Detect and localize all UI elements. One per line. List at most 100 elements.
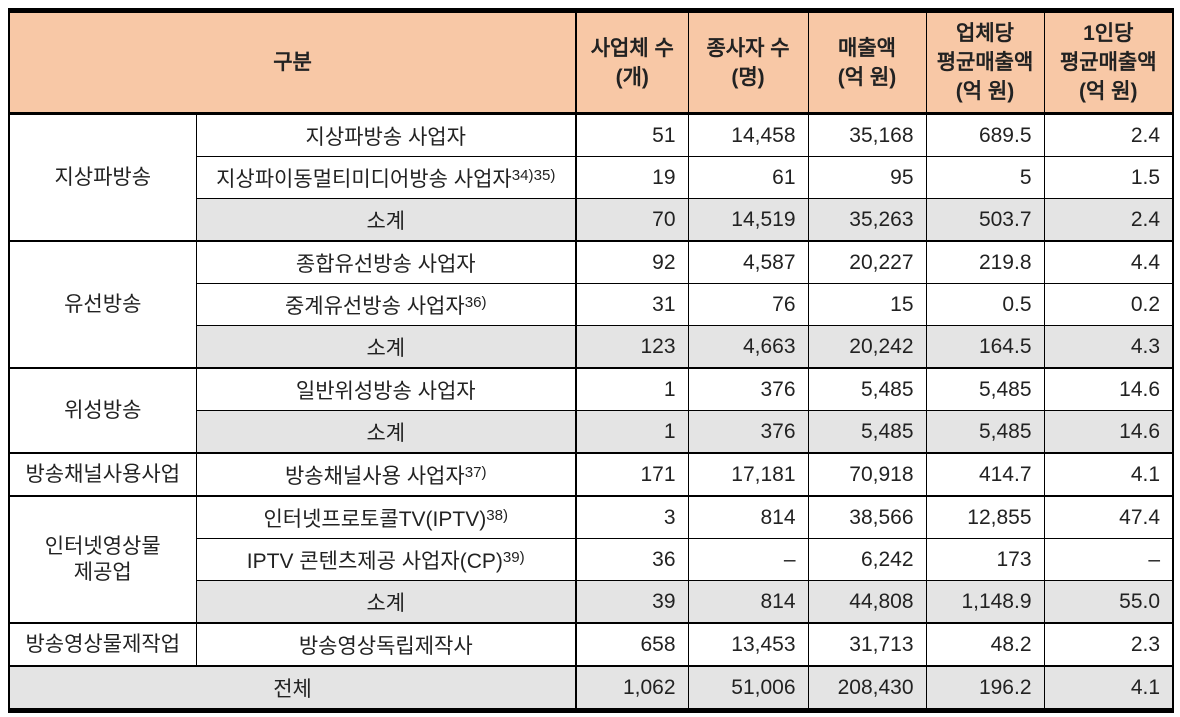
- value-cell: 503.7: [925, 198, 1045, 242]
- column-header-line: 평균매출액: [1059, 51, 1157, 74]
- value-cell: 4.1: [1043, 452, 1174, 497]
- subtotal-row: 소계 70 14,519 35,263 503.7 2.4: [9, 198, 1174, 242]
- item-label: 소계: [366, 421, 406, 445]
- group-cell: 방송영상물제작업: [8, 622, 197, 667]
- value-cell: 658: [575, 622, 689, 667]
- table-row: 유선방송 종합유선방송 사업자 92 4,587 20,227 219.8 4.4: [8, 240, 1174, 369]
- column-header-line: (명): [731, 65, 765, 89]
- value-cell: 51: [575, 112, 689, 157]
- item-label: 중계유선방송 사업자: [284, 294, 465, 318]
- item-cell: 방송영상독립제작사: [195, 622, 577, 667]
- value-cell: 4.3: [1043, 325, 1174, 369]
- item-label: IPTV 콘텐츠제공 사업자(CP): [246, 549, 503, 573]
- column-header: 매출액 (억 원): [807, 10, 927, 115]
- value-cell: 19: [575, 156, 689, 199]
- value-cell: 171: [575, 452, 689, 497]
- value-cell: 70: [575, 198, 689, 242]
- value-cell: 5,485: [925, 367, 1045, 411]
- column-header-category: 구분: [8, 10, 577, 115]
- item-cell: IPTV 콘텐츠제공 사업자(CP)39): [195, 538, 577, 581]
- item-cell: 종합유선방송 사업자: [195, 240, 577, 284]
- value-cell: 2.3: [1043, 622, 1174, 667]
- value-cell: 164.5: [925, 325, 1045, 369]
- item-cell: 중계유선방송 사업자36): [195, 283, 577, 326]
- subtotal-row: 소계 123 4,663 20,242 164.5 4.3: [9, 325, 1174, 369]
- value-cell: 814: [687, 495, 809, 539]
- value-cell: 414.7: [925, 452, 1045, 497]
- column-header-line: (억 원): [955, 80, 1015, 103]
- value-cell: 70,918: [807, 452, 927, 497]
- table-row: 지상파방송 지상파방송 사업자 51 14,458 35,168 689.5 2.4: [8, 112, 1174, 242]
- value-cell: 219.8: [925, 240, 1045, 284]
- value-cell: 1.5: [1043, 156, 1174, 199]
- value-cell: 4,663: [687, 325, 809, 369]
- group-name-line: 방송채널사용사업: [25, 462, 181, 486]
- item-label: 방송채널사용 사업자: [284, 464, 465, 488]
- table-row: 중계유선방송 사업자36) 31 76 15 0.5 0.2: [9, 283, 1174, 326]
- table-row: 방송영상물제작업 방송영상독립제작사 658 13,453 31,713 48.2 2.3: [8, 622, 1174, 667]
- column-header: 사업체 수 (개): [575, 10, 689, 115]
- value-cell: 5,485: [807, 410, 927, 454]
- value-cell: –: [1043, 538, 1174, 581]
- group-cell: 유선방송: [8, 240, 197, 369]
- table-row: IPTV 콘텐츠제공 사업자(CP)39) 36–6,242 173–: [9, 538, 1174, 581]
- column-header: 1인당 평균매출액 (억 원): [1043, 10, 1174, 115]
- value-cell: 20,242: [807, 325, 927, 369]
- value-cell: 1,148.9: [925, 580, 1045, 624]
- value-cell: 1: [575, 367, 689, 411]
- value-cell: 2.4: [1043, 198, 1174, 242]
- value-cell: 92: [575, 240, 689, 284]
- value-cell: 14,519: [687, 198, 809, 242]
- column-header: 종사자 수 (명): [687, 10, 809, 115]
- value-cell: 51,006: [687, 665, 809, 711]
- value-cell: 4.1: [1043, 665, 1174, 711]
- value-cell: 814: [687, 580, 809, 624]
- value-cell: 38,566: [807, 495, 927, 539]
- item-label: 소계: [366, 336, 406, 360]
- value-cell: –: [687, 538, 809, 581]
- value-cell: 48.2: [925, 622, 1045, 667]
- value-cell: 208,430: [807, 665, 927, 711]
- value-cell: 76: [687, 283, 809, 326]
- total-label-cell: 전체: [8, 665, 577, 711]
- item-cell: 지상파이동멀티미디어방송 사업자34)35): [195, 156, 577, 199]
- footnote-ref: 36): [464, 293, 487, 311]
- value-cell: 44,808: [807, 580, 927, 624]
- table-container: 구분 사업체 수 (개) 종사자 수 (명) 매출액 (억 원) 업체당 평균매출액 (억 원)…: [8, 8, 1175, 713]
- value-cell: 31: [575, 283, 689, 326]
- column-header-line: 사업체 수: [590, 36, 674, 60]
- value-cell: 14.6: [1043, 410, 1174, 454]
- group-name-line: 제공업: [73, 560, 132, 584]
- group-name-line: 위성방송: [64, 398, 142, 422]
- broadcast-industry-stats-table: 구분 사업체 수 (개) 종사자 수 (명) 매출액 (억 원) 업체당 평균매출액 (억 원)…: [8, 8, 1175, 713]
- item-label: 일반위성방송 사업자: [295, 379, 476, 403]
- footnote-ref: 39): [502, 548, 525, 566]
- subtotal-row: 소계 1 376 5,485 5,485 14.6: [9, 410, 1174, 454]
- group-name-line: 방송영상물제작업: [25, 632, 181, 656]
- group-cell: 지상파방송: [8, 112, 197, 242]
- column-header-line: 1인당: [1083, 22, 1134, 45]
- item-label: 종합유선방송 사업자: [295, 252, 476, 276]
- value-cell: 4.4: [1043, 240, 1174, 284]
- subtotal-row: 소계 39 814 44,808 1,148.9 55.0: [9, 580, 1174, 624]
- value-cell: 5,485: [807, 367, 927, 411]
- value-cell: 47.4: [1043, 495, 1174, 539]
- item-label: 소계: [366, 591, 406, 615]
- value-cell: 55.0: [1043, 580, 1174, 624]
- table-body: 지상파방송 지상파방송 사업자 51 14,458 35,168 689.5 2.4 지상파이…: [8, 112, 1174, 711]
- group-cell: 인터넷영상물 제공업: [8, 495, 197, 624]
- table-row: 위성방송 일반위성방송 사업자 1 376 5,485 5,485 14.6: [8, 367, 1174, 454]
- group-name-line: 유선방송: [64, 292, 142, 316]
- value-cell: 39: [575, 580, 689, 624]
- table-row: 인터넷영상물 제공업 인터넷프로토콜TV(IPTV)38) 3 814 38,566 12,…: [8, 495, 1174, 624]
- value-cell: 4,587: [687, 240, 809, 284]
- table-row: 방송채널사용사업 방송채널사용 사업자37) 171 17,181 70,918 414.…: [8, 452, 1174, 497]
- value-cell: 35,168: [807, 112, 927, 157]
- value-cell: 0.5: [925, 283, 1045, 326]
- value-cell: 5: [925, 156, 1045, 199]
- header-row: 구분 사업체 수 (개) 종사자 수 (명) 매출액 (억 원) 업체당 평균매출액 (억 원)…: [8, 10, 1174, 115]
- value-cell: 14,458: [687, 112, 809, 157]
- value-cell: 376: [687, 410, 809, 454]
- column-header: 업체당 평균매출액 (억 원): [925, 10, 1045, 115]
- item-label: 지상파이동멀티미디어방송 사업자: [216, 167, 512, 191]
